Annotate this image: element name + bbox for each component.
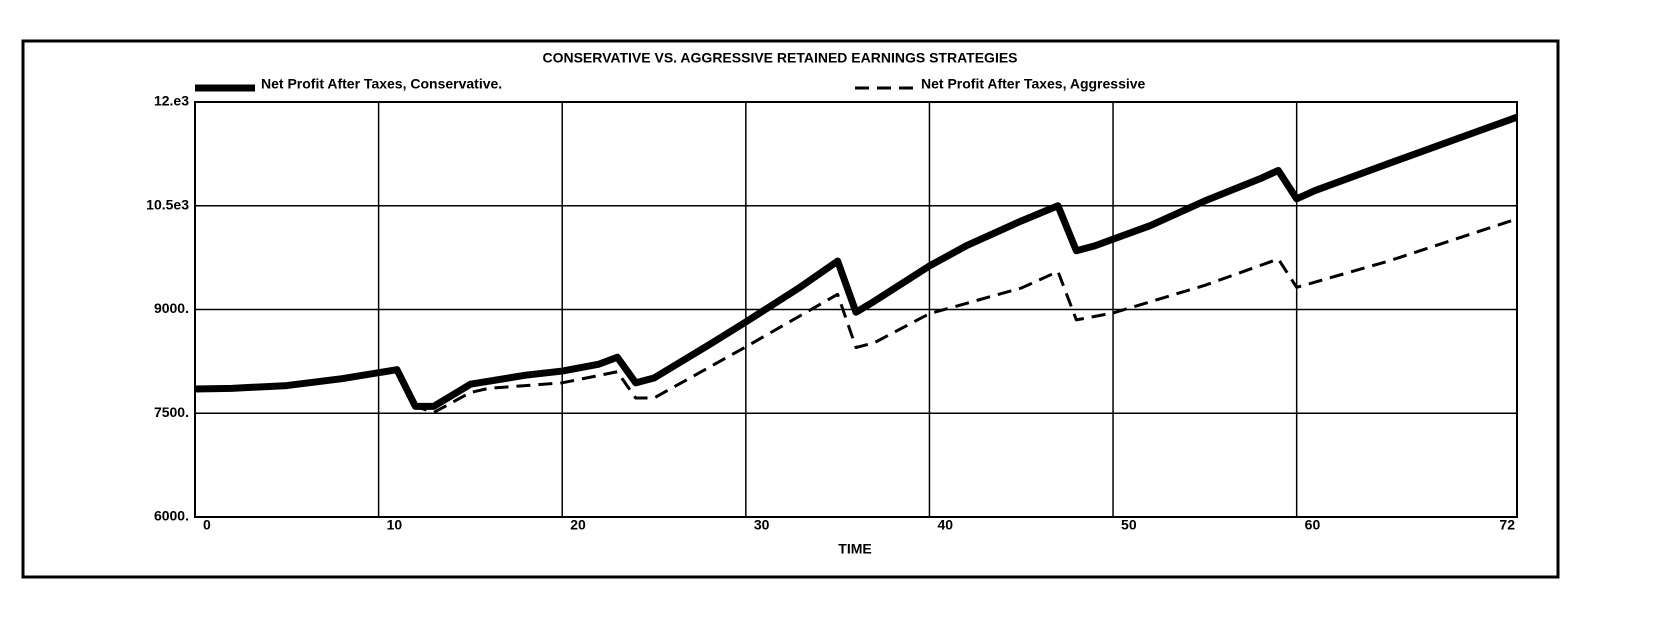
x-tick-label: 50 xyxy=(1121,517,1137,533)
x-tick-label: 72 xyxy=(1499,517,1515,533)
x-tick-label: 0 xyxy=(203,517,211,533)
frame xyxy=(21,39,1560,579)
x-axis-label: TIME xyxy=(838,541,871,557)
x-tick-label: 40 xyxy=(937,517,953,533)
y-tick-label: 9000. xyxy=(154,300,189,316)
chart-title: CONSERVATIVE VS. AGGRESSIVE RETAINED EAR… xyxy=(542,50,1017,66)
y-tick-label: 10.5e3 xyxy=(146,196,189,212)
y-tick-label: 12.e3 xyxy=(154,93,189,109)
x-tick-label: 60 xyxy=(1305,517,1321,533)
y-tick-label: 7500. xyxy=(154,404,189,420)
y-tick-label: 6000. xyxy=(154,508,189,524)
x-tick-label: 10 xyxy=(387,517,403,533)
legend-label: Net Profit After Taxes, Aggressive xyxy=(921,76,1146,92)
x-tick-label: 20 xyxy=(570,517,586,533)
series-line xyxy=(194,113,1519,410)
legend-label: Net Profit After Taxes, Conservative. xyxy=(261,76,502,92)
x-tick-label: 30 xyxy=(754,517,770,533)
